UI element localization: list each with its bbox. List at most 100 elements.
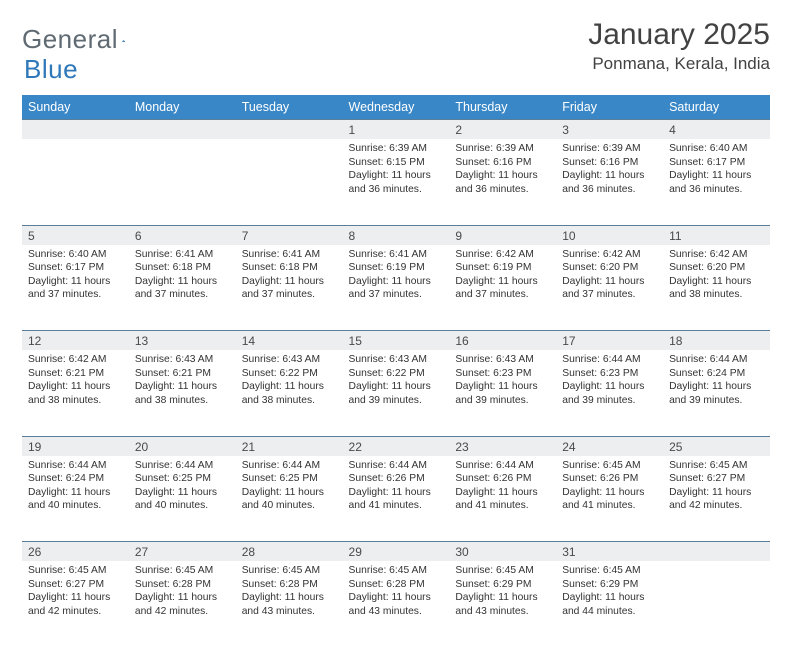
empty-cell xyxy=(22,139,129,225)
day-detail: Sunrise: 6:45 AMSunset: 6:27 PMDaylight:… xyxy=(22,561,129,624)
day-number: 23 xyxy=(449,437,556,456)
day-detail: Sunrise: 6:45 AMSunset: 6:28 PMDaylight:… xyxy=(236,561,343,624)
day-number: 9 xyxy=(449,226,556,245)
day-detail-cell: Sunrise: 6:39 AMSunset: 6:15 PMDaylight:… xyxy=(343,139,450,225)
day-number-cell: 30 xyxy=(449,542,556,562)
logo-sail-icon xyxy=(122,32,125,50)
day-number-cell: 14 xyxy=(236,331,343,351)
weekday-header: Saturday xyxy=(663,95,770,120)
day-number: 16 xyxy=(449,331,556,350)
day-detail-cell: Sunrise: 6:44 AMSunset: 6:24 PMDaylight:… xyxy=(22,456,129,542)
day-number: 27 xyxy=(129,542,236,561)
week-detail-row: Sunrise: 6:42 AMSunset: 6:21 PMDaylight:… xyxy=(22,350,770,436)
day-detail-cell: Sunrise: 6:43 AMSunset: 6:22 PMDaylight:… xyxy=(236,350,343,436)
day-detail: Sunrise: 6:45 AMSunset: 6:29 PMDaylight:… xyxy=(449,561,556,624)
day-detail-cell: Sunrise: 6:45 AMSunset: 6:28 PMDaylight:… xyxy=(236,561,343,647)
day-number-cell: 1 xyxy=(343,120,450,140)
day-detail: Sunrise: 6:39 AMSunset: 6:15 PMDaylight:… xyxy=(343,139,450,202)
day-detail-cell: Sunrise: 6:39 AMSunset: 6:16 PMDaylight:… xyxy=(556,139,663,225)
day-number: 18 xyxy=(663,331,770,350)
day-detail-cell: Sunrise: 6:41 AMSunset: 6:18 PMDaylight:… xyxy=(236,245,343,331)
week-detail-row: Sunrise: 6:39 AMSunset: 6:15 PMDaylight:… xyxy=(22,139,770,225)
empty-cell xyxy=(236,120,343,140)
day-number-cell: 19 xyxy=(22,436,129,456)
day-number: 20 xyxy=(129,437,236,456)
day-detail: Sunrise: 6:42 AMSunset: 6:20 PMDaylight:… xyxy=(556,245,663,308)
day-number: 22 xyxy=(343,437,450,456)
day-number: 26 xyxy=(22,542,129,561)
day-detail-cell: Sunrise: 6:44 AMSunset: 6:26 PMDaylight:… xyxy=(343,456,450,542)
day-number: 30 xyxy=(449,542,556,561)
day-number-cell: 18 xyxy=(663,331,770,351)
day-number-cell: 8 xyxy=(343,225,450,245)
day-detail-cell: Sunrise: 6:45 AMSunset: 6:26 PMDaylight:… xyxy=(556,456,663,542)
day-detail: Sunrise: 6:44 AMSunset: 6:24 PMDaylight:… xyxy=(22,456,129,519)
day-detail: Sunrise: 6:45 AMSunset: 6:27 PMDaylight:… xyxy=(663,456,770,519)
day-detail: Sunrise: 6:40 AMSunset: 6:17 PMDaylight:… xyxy=(22,245,129,308)
day-number: 6 xyxy=(129,226,236,245)
day-detail: Sunrise: 6:44 AMSunset: 6:23 PMDaylight:… xyxy=(556,350,663,413)
day-number-cell: 5 xyxy=(22,225,129,245)
day-detail: Sunrise: 6:41 AMSunset: 6:18 PMDaylight:… xyxy=(129,245,236,308)
day-number: 15 xyxy=(343,331,450,350)
day-number-cell: 31 xyxy=(556,542,663,562)
day-detail-cell: Sunrise: 6:42 AMSunset: 6:20 PMDaylight:… xyxy=(663,245,770,331)
weekday-header: Friday xyxy=(556,95,663,120)
weekday-header: Tuesday xyxy=(236,95,343,120)
day-detail: Sunrise: 6:45 AMSunset: 6:28 PMDaylight:… xyxy=(129,561,236,624)
day-detail: Sunrise: 6:43 AMSunset: 6:22 PMDaylight:… xyxy=(343,350,450,413)
day-detail-cell: Sunrise: 6:42 AMSunset: 6:19 PMDaylight:… xyxy=(449,245,556,331)
day-number-cell: 17 xyxy=(556,331,663,351)
day-detail-cell: Sunrise: 6:44 AMSunset: 6:25 PMDaylight:… xyxy=(129,456,236,542)
week-detail-row: Sunrise: 6:40 AMSunset: 6:17 PMDaylight:… xyxy=(22,245,770,331)
day-detail: Sunrise: 6:44 AMSunset: 6:25 PMDaylight:… xyxy=(129,456,236,519)
day-detail-cell: Sunrise: 6:44 AMSunset: 6:26 PMDaylight:… xyxy=(449,456,556,542)
calendar-table: SundayMondayTuesdayWednesdayThursdayFrid… xyxy=(22,95,770,647)
day-number: 8 xyxy=(343,226,450,245)
day-detail-cell: Sunrise: 6:45 AMSunset: 6:29 PMDaylight:… xyxy=(449,561,556,647)
day-detail: Sunrise: 6:44 AMSunset: 6:26 PMDaylight:… xyxy=(449,456,556,519)
day-number-cell: 12 xyxy=(22,331,129,351)
day-number: 11 xyxy=(663,226,770,245)
day-number-cell: 22 xyxy=(343,436,450,456)
week-daynum-row: 1234 xyxy=(22,120,770,140)
day-number: 10 xyxy=(556,226,663,245)
day-detail: Sunrise: 6:44 AMSunset: 6:25 PMDaylight:… xyxy=(236,456,343,519)
day-detail-cell: Sunrise: 6:44 AMSunset: 6:24 PMDaylight:… xyxy=(663,350,770,436)
week-detail-row: Sunrise: 6:44 AMSunset: 6:24 PMDaylight:… xyxy=(22,456,770,542)
day-number-cell: 28 xyxy=(236,542,343,562)
day-detail: Sunrise: 6:39 AMSunset: 6:16 PMDaylight:… xyxy=(449,139,556,202)
day-number: 7 xyxy=(236,226,343,245)
day-detail-cell: Sunrise: 6:45 AMSunset: 6:29 PMDaylight:… xyxy=(556,561,663,647)
day-number: 29 xyxy=(343,542,450,561)
day-detail-cell: Sunrise: 6:42 AMSunset: 6:21 PMDaylight:… xyxy=(22,350,129,436)
day-detail: Sunrise: 6:45 AMSunset: 6:29 PMDaylight:… xyxy=(556,561,663,624)
day-detail: Sunrise: 6:40 AMSunset: 6:17 PMDaylight:… xyxy=(663,139,770,202)
day-detail: Sunrise: 6:42 AMSunset: 6:21 PMDaylight:… xyxy=(22,350,129,413)
day-detail: Sunrise: 6:44 AMSunset: 6:26 PMDaylight:… xyxy=(343,456,450,519)
day-number-cell: 23 xyxy=(449,436,556,456)
day-number: 31 xyxy=(556,542,663,561)
day-detail: Sunrise: 6:45 AMSunset: 6:28 PMDaylight:… xyxy=(343,561,450,624)
day-number: 13 xyxy=(129,331,236,350)
empty-cell xyxy=(663,542,770,562)
empty-cell xyxy=(22,120,129,140)
day-number: 17 xyxy=(556,331,663,350)
day-number: 1 xyxy=(343,120,450,139)
day-number-cell: 27 xyxy=(129,542,236,562)
day-number-cell: 9 xyxy=(449,225,556,245)
weekday-header: Wednesday xyxy=(343,95,450,120)
weekday-header-row: SundayMondayTuesdayWednesdayThursdayFrid… xyxy=(22,95,770,120)
day-number-cell: 6 xyxy=(129,225,236,245)
weekday-header: Sunday xyxy=(22,95,129,120)
day-number-cell: 21 xyxy=(236,436,343,456)
day-detail-cell: Sunrise: 6:41 AMSunset: 6:18 PMDaylight:… xyxy=(129,245,236,331)
logo: General xyxy=(22,18,146,55)
calendar-body: 1234Sunrise: 6:39 AMSunset: 6:15 PMDayli… xyxy=(22,120,770,647)
day-detail-cell: Sunrise: 6:43 AMSunset: 6:22 PMDaylight:… xyxy=(343,350,450,436)
day-number: 2 xyxy=(449,120,556,139)
day-detail-cell: Sunrise: 6:43 AMSunset: 6:23 PMDaylight:… xyxy=(449,350,556,436)
weekday-header: Thursday xyxy=(449,95,556,120)
day-number: 28 xyxy=(236,542,343,561)
day-number: 5 xyxy=(22,226,129,245)
